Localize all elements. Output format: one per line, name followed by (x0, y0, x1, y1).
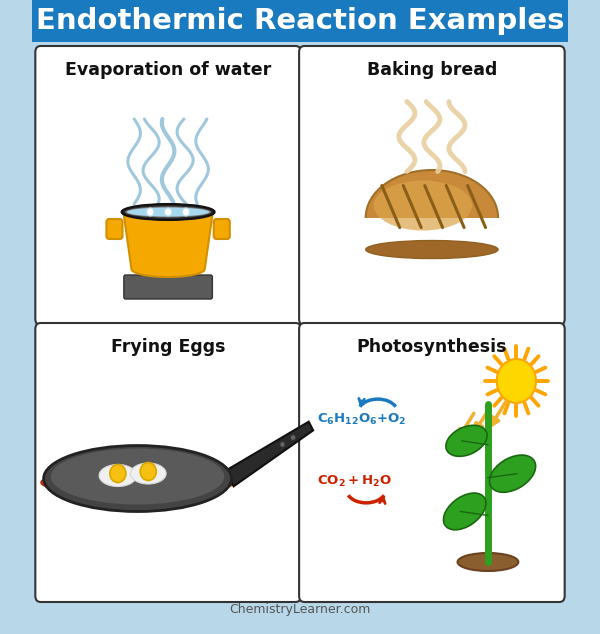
Text: Evaporation of water: Evaporation of water (65, 61, 271, 79)
Ellipse shape (122, 204, 215, 220)
FancyBboxPatch shape (32, 0, 568, 42)
Ellipse shape (366, 240, 498, 259)
Text: ChemistryLearner.com: ChemistryLearner.com (229, 604, 371, 616)
Ellipse shape (366, 170, 498, 265)
Circle shape (497, 359, 536, 403)
FancyBboxPatch shape (361, 217, 503, 319)
Circle shape (164, 208, 172, 216)
Text: Photosynthesis: Photosynthesis (356, 338, 507, 356)
Circle shape (291, 435, 295, 440)
Ellipse shape (458, 553, 518, 571)
Circle shape (140, 463, 157, 481)
FancyBboxPatch shape (299, 46, 565, 325)
Polygon shape (226, 422, 313, 486)
FancyBboxPatch shape (106, 219, 122, 239)
Text: Frying Eggs: Frying Eggs (111, 338, 226, 356)
Circle shape (280, 442, 285, 447)
Polygon shape (124, 212, 213, 277)
Ellipse shape (127, 207, 209, 216)
Ellipse shape (99, 465, 137, 486)
Ellipse shape (125, 207, 211, 217)
Ellipse shape (443, 493, 486, 530)
Ellipse shape (130, 463, 166, 484)
FancyBboxPatch shape (124, 275, 212, 299)
FancyBboxPatch shape (214, 219, 230, 239)
Text: Endothermic Reaction Examples: Endothermic Reaction Examples (36, 7, 564, 35)
Ellipse shape (44, 446, 232, 512)
FancyBboxPatch shape (35, 46, 301, 325)
Text: Baking bread: Baking bread (367, 61, 497, 79)
FancyBboxPatch shape (299, 323, 565, 602)
Ellipse shape (490, 455, 536, 492)
Circle shape (110, 465, 126, 482)
Ellipse shape (41, 469, 234, 496)
Circle shape (182, 208, 190, 216)
Ellipse shape (366, 235, 498, 257)
Text: $\mathbf{CO_2 + H_2O}$: $\mathbf{CO_2 + H_2O}$ (317, 474, 392, 489)
Circle shape (146, 208, 154, 216)
Ellipse shape (374, 181, 472, 231)
FancyBboxPatch shape (35, 323, 301, 602)
Text: $\mathbf{C_6H_{12}O_6}$$\mathbf{ + O_2}$: $\mathbf{C_6H_{12}O_6}$$\mathbf{ + O_2}$ (317, 411, 406, 427)
Ellipse shape (446, 425, 487, 456)
Ellipse shape (51, 448, 224, 505)
